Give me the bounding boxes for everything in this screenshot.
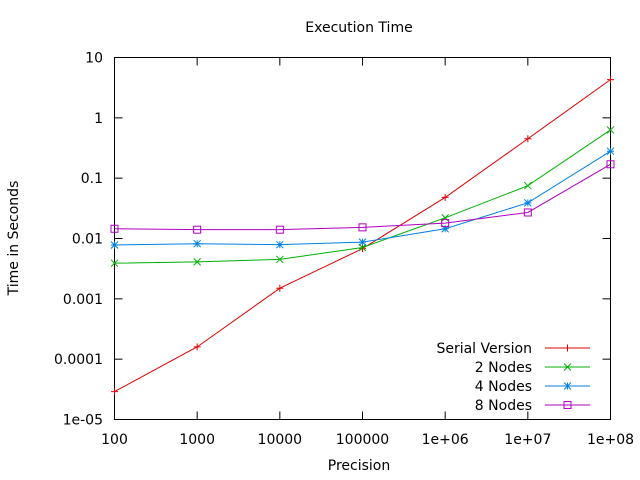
data-point	[193, 343, 201, 351]
data-point	[441, 193, 449, 201]
data-point	[193, 258, 202, 266]
legend-label: 2 Nodes	[475, 360, 532, 376]
data-point	[358, 238, 367, 247]
data-point	[275, 255, 284, 264]
data-point	[193, 239, 202, 248]
data-point	[359, 245, 366, 253]
y-tick-label: 0.1	[81, 171, 103, 187]
data-point	[110, 259, 119, 268]
x-tick-label: 1e+07	[504, 432, 551, 448]
legend-label: 4 Nodes	[475, 379, 532, 395]
y-tick-label: 10	[85, 51, 103, 67]
data-point	[523, 198, 532, 207]
legend-marker	[563, 382, 572, 390]
data-point	[523, 181, 532, 190]
x-tick-label: 1000	[179, 432, 215, 448]
data-point	[193, 225, 202, 234]
axis-ticks	[114, 57, 611, 420]
y-tick-label: 0.01	[72, 232, 103, 248]
plot-frame	[114, 57, 611, 420]
data-point	[523, 208, 532, 217]
legend-label: Serial Version	[436, 341, 532, 357]
y-tick-label: 0.0001	[54, 352, 103, 368]
data-point	[606, 147, 615, 156]
y-tick-label: 0.001	[63, 292, 103, 308]
x-tick-label: 1e+06	[422, 432, 469, 448]
x-axis-label: Precision	[328, 458, 390, 474]
data-point	[111, 388, 118, 396]
data-point	[441, 219, 450, 228]
data-point	[275, 240, 284, 249]
data-point	[441, 224, 450, 233]
chart-title: Execution Time	[305, 20, 412, 36]
series-layer	[110, 76, 615, 396]
data-point	[358, 223, 367, 232]
x-tick-label: 10000	[258, 432, 303, 448]
data-point	[606, 160, 615, 169]
series-line	[114, 163, 611, 231]
data-point	[275, 225, 284, 234]
data-point	[110, 224, 119, 233]
data-point	[441, 213, 450, 222]
legend-marker	[563, 363, 572, 371]
y-tick-label: 1e-05	[63, 413, 103, 429]
series-0	[111, 76, 614, 396]
legend-marker	[564, 344, 571, 352]
y-axis-label: Time in Seconds	[6, 181, 22, 297]
series-3	[110, 160, 615, 234]
axis-tick-labels: 100 1000 10000 100000 1e+06 1e+07 1e+08 1e-05 0.…	[54, 51, 634, 449]
series-line	[114, 79, 611, 393]
legend-label: 8 Nodes	[475, 398, 532, 414]
series-2	[110, 147, 615, 249]
data-point	[524, 135, 532, 143]
x-tick-label: 1e+08	[587, 432, 634, 448]
legend: Serial Version 2 Nodes 4 Nodes 8 Nodes	[436, 341, 590, 414]
data-point	[606, 126, 615, 134]
x-tick-label: 100000	[336, 432, 389, 448]
y-axis-label-group: Time in Seconds	[6, 181, 22, 297]
data-point	[607, 76, 614, 84]
data-point	[110, 241, 119, 249]
legend-marker	[563, 401, 572, 409]
x-tick-label: 100	[101, 432, 128, 448]
y-tick-label: 1	[94, 111, 103, 127]
data-point	[276, 284, 284, 292]
